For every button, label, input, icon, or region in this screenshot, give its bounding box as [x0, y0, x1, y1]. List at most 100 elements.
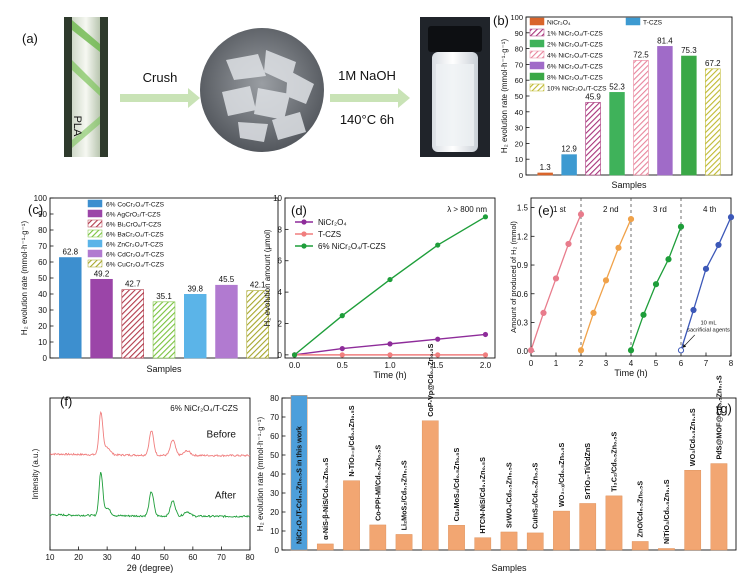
legend-label: 6% AgCrO₂/T-CZS [106, 212, 161, 219]
y-tick-label: 0.0 [517, 347, 529, 356]
x-tick-label: 3 [604, 359, 609, 368]
arrow-naoh [330, 88, 410, 108]
panel-c: (c) 0 10 20 30 40 50 60 70 80 90 100 H₂ evolution r… [20, 194, 279, 374]
bar-category-label: α-NiS-β-NiS/Cd₀.₅Zn₀.₅S [321, 458, 330, 540]
legend-label: 6% BaCr₂O₄/T-CZS [106, 232, 164, 239]
data-point [677, 347, 685, 354]
step-temperature-label: 140°C 6h [340, 112, 394, 127]
y-axis-label: Amount of produced of H₂ (mmol) [509, 221, 518, 333]
y-tick-label: 1.5 [517, 204, 529, 213]
y-tick-label: 90 [515, 29, 523, 38]
y-tick-label: 70 [515, 60, 523, 69]
bar-value-label: 35.1 [156, 292, 172, 301]
legend-label: T-CZS [318, 230, 341, 239]
y-tick-label: 6 [278, 257, 283, 266]
legend-marker [301, 231, 307, 237]
data-point [577, 347, 585, 354]
data-point [435, 336, 441, 342]
x-tick-label: 5 [654, 359, 659, 368]
bar-3 [609, 92, 625, 176]
bar-3 [152, 301, 176, 359]
data-point [540, 309, 547, 317]
bar-1 [561, 154, 577, 176]
data-point [627, 347, 635, 354]
bar-4 [184, 294, 207, 359]
legend-label: 6% NiCr₂O₄/T-CZS [547, 64, 603, 71]
y-tick-label: 70 [270, 413, 279, 422]
data-point [387, 341, 393, 347]
panel-label-e: (e) [538, 203, 554, 218]
bar-2 [343, 480, 360, 551]
x-tick-label: 2.0 [480, 361, 492, 370]
data-point [339, 345, 345, 352]
bar-5 [421, 420, 439, 551]
y-tick-label: 10 [38, 338, 47, 347]
x-tick-label: 1.5 [432, 361, 444, 370]
data-point [652, 281, 660, 288]
y-axis-label: H₂ evolution rate (mmol·h⁻¹·g⁻¹) [20, 221, 29, 336]
bar-value-label: 81.4 [657, 36, 673, 45]
legend-swatch [87, 199, 103, 208]
legend-label: 6% NiCr₂O₄/T-CZS [318, 242, 386, 251]
legend-label: 2% NiCr₂O₄/T-CZS [547, 42, 603, 49]
y-axis-label: H₂ evolution rate (mmol·h⁻¹·g⁻¹) [256, 417, 265, 532]
data-point [627, 215, 635, 223]
bar-2 [121, 289, 144, 359]
data-point [339, 352, 345, 358]
bar-9 [526, 532, 544, 551]
x-tick-label: 0.0 [289, 361, 301, 370]
bar-6 [246, 290, 269, 359]
x-axis-label: Time (h) [614, 368, 647, 378]
y-tick-label: 10 [273, 194, 282, 203]
legend-swatch [87, 209, 103, 218]
panel-label-d: (d) [291, 203, 307, 218]
bar-13 [631, 541, 649, 551]
legend-marker [301, 219, 307, 225]
cycle-label: 3 rd [653, 205, 667, 214]
data-point [577, 211, 585, 218]
y-tick-label: 100 [34, 194, 48, 203]
data-point [590, 309, 597, 317]
panel-label-f: (f) [60, 394, 72, 409]
legend-swatch [87, 259, 103, 268]
bar-value-label: 45.9 [585, 92, 601, 101]
legend-label: 8% NiCr₂O₄/T-CZS [547, 75, 603, 82]
rod-label: PLA [71, 116, 83, 137]
legend-label: 4% NiCr₂O₄/T-CZS [547, 53, 603, 60]
bar-5 [657, 46, 673, 176]
bar-category-label: NiTiO₃/Cd₀.₅Zn₀.₅S [662, 479, 671, 544]
legend-swatch [529, 39, 545, 48]
data-point [715, 241, 722, 249]
bar-value-label: 67.2 [705, 59, 721, 68]
bar-category-label: ZnO/Cd₀.₅Zn₀.₅S [636, 481, 645, 538]
legend-marker [301, 243, 307, 249]
y-tick-label: 100 [510, 13, 523, 22]
x-tick-label: 80 [246, 553, 255, 562]
y-tick-label: 90 [38, 210, 47, 219]
x-tick-label: 0.5 [337, 361, 349, 370]
bar-value-label: 49.2 [94, 269, 110, 278]
data-point [665, 256, 672, 263]
y-tick-label: 60 [38, 258, 47, 267]
y-tick-label: 8 [278, 225, 283, 234]
series-label: Before [207, 430, 237, 441]
bar-1 [90, 278, 113, 359]
x-tick-label: 30 [103, 553, 112, 562]
panel-label-g: (g) [716, 401, 732, 416]
y-tick-label: 30 [38, 306, 47, 315]
y-tick-label: 20 [38, 322, 47, 331]
y-tick-label: 0 [275, 546, 280, 555]
x-axis-label: 2θ (degree) [127, 563, 174, 573]
bar-6 [448, 525, 465, 551]
bar-7 [474, 537, 492, 551]
y-tick-label: 80 [515, 45, 523, 54]
bar-10 [553, 510, 570, 551]
y-tick-label: 0 [43, 354, 48, 363]
x-axis-label: Time (h) [373, 370, 406, 380]
data-point [482, 214, 489, 220]
y-tick-label: 10 [515, 155, 523, 164]
y-tick-label: 80 [270, 394, 279, 403]
bar-category-label: PdS@MOF@Cd₀.₅Zn₀.₅S [714, 375, 723, 459]
series-line-1 [580, 218, 632, 351]
